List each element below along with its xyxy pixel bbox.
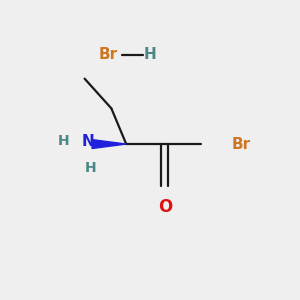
Polygon shape <box>92 140 126 148</box>
Text: H: H <box>85 161 96 175</box>
Text: Br: Br <box>99 47 118 62</box>
Text: Br: Br <box>232 136 251 152</box>
Text: N: N <box>81 134 94 148</box>
Text: H: H <box>58 134 70 148</box>
Text: O: O <box>158 198 172 216</box>
Text: H: H <box>144 47 156 62</box>
